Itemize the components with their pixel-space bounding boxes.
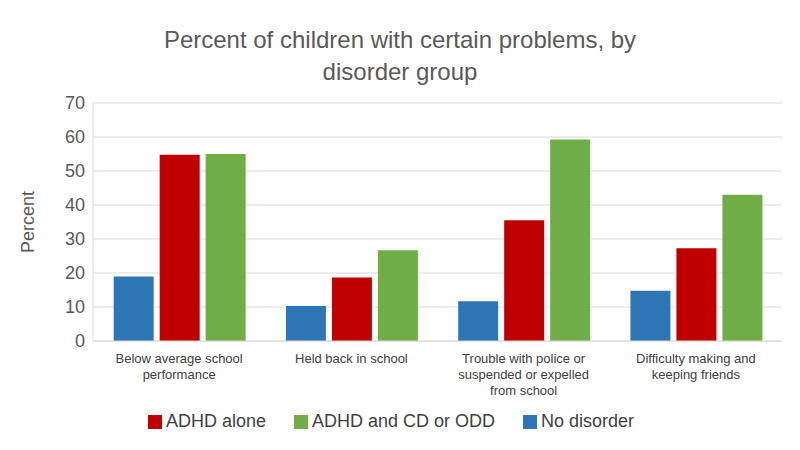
svg-text:10: 10	[65, 297, 85, 317]
svg-text:Percent: Percent	[18, 191, 38, 253]
html-text:Percent of children with certa: Percent of children with certain problem…	[163, 26, 637, 85]
html-text:ADHD and CD or ODD: ADHD and CD or ODD	[312, 411, 495, 431]
svg-text:30: 30	[65, 229, 85, 249]
svg-text:Held back in school: Held back in school	[295, 351, 408, 366]
svg-text:50: 50	[65, 161, 85, 181]
svg-text:0: 0	[75, 331, 85, 351]
svg-text:70: 70	[65, 93, 85, 113]
html-text:No disorder: No disorder	[541, 411, 635, 431]
svg-text:Below average schoolperformanc: Below average schoolperformance	[116, 351, 243, 382]
svg-text:20: 20	[65, 263, 85, 283]
svg-text:Trouble with police orsuspende: Trouble with police orsuspended or expel…	[458, 351, 589, 398]
html-text:ADHD alone: ADHD alone	[165, 411, 266, 431]
svg-text:Difficulty making andkeeping f: Difficulty making andkeeping friends	[636, 351, 756, 382]
svg-text:40: 40	[65, 195, 85, 215]
svg-text:60: 60	[65, 127, 85, 147]
